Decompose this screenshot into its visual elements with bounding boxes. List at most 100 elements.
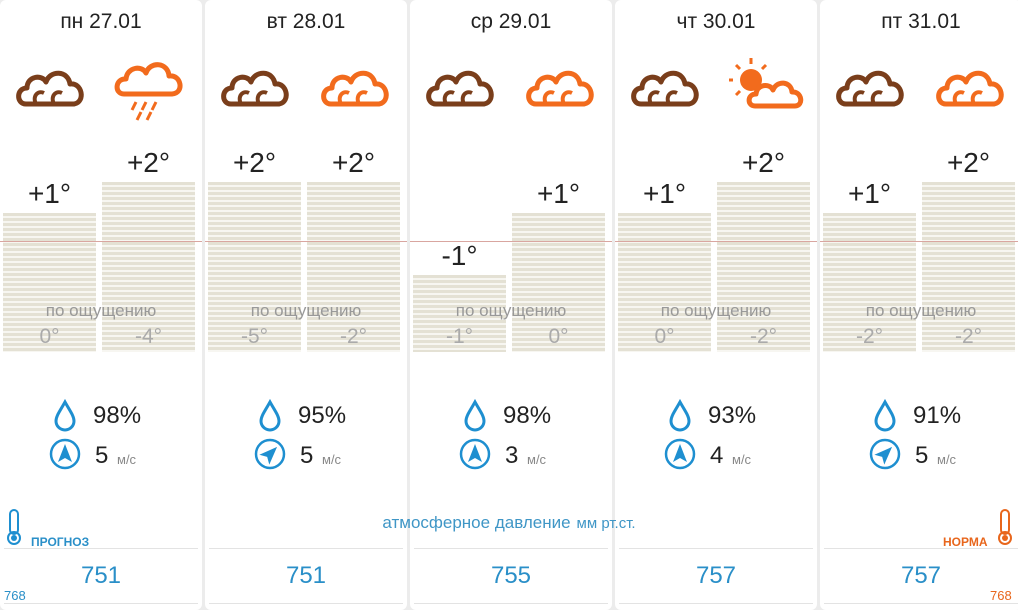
- humidity-value: 95%: [298, 402, 347, 429]
- separator: [209, 603, 403, 604]
- temperature-value: +1°: [536, 178, 581, 209]
- wind-direction-icon: [868, 437, 902, 471]
- thermometer-norm-icon: [994, 508, 1016, 546]
- feels-like-caption: по ощущению: [660, 301, 772, 320]
- norm-line: [205, 241, 407, 242]
- wind-speed-value: 5: [95, 442, 109, 469]
- day-label: вт 28.01: [266, 10, 346, 33]
- feels-like-value: -2°: [855, 325, 884, 348]
- temperature-value: +2°: [741, 147, 786, 178]
- separator: [619, 603, 813, 604]
- temperature-value: +1°: [27, 178, 72, 209]
- temp-bar: [3, 213, 96, 352]
- pressure-caption: атмосферное давление мм рт.ст.: [382, 513, 636, 532]
- humidity-drop-icon: [253, 398, 287, 432]
- day-card[interactable]: ср 29.01 -1° +1° по ощущению -1° 0° 98% 3 м/с 755: [410, 0, 612, 610]
- feels-like-caption: по ощущению: [865, 301, 977, 320]
- temp-bar: [823, 213, 916, 352]
- feels-like-value: -2°: [749, 325, 778, 348]
- wind-direction-icon: [458, 437, 492, 471]
- separator: [619, 548, 813, 549]
- temperature-value: +2°: [331, 147, 376, 178]
- wind-speed-value: 5: [300, 442, 314, 469]
- temp-bar: [307, 182, 400, 352]
- temp-bar: [922, 182, 1015, 352]
- temp-bar: [618, 213, 711, 352]
- feels-like-value: 0°: [654, 325, 675, 348]
- wind-unit: м/с: [527, 452, 547, 467]
- pressure-value: 757: [900, 562, 942, 589]
- day-label: ср 29.01: [470, 10, 552, 33]
- feels-like-caption: по ощущению: [455, 301, 567, 320]
- wind-speed-value: 4: [710, 442, 724, 469]
- feels-like-value: 0°: [548, 325, 569, 348]
- norm-pressure: 768: [990, 588, 1012, 603]
- separator: [824, 603, 1018, 604]
- wind-unit: м/с: [937, 452, 957, 467]
- norm-line: [820, 241, 1018, 242]
- day-label: пн 27.01: [60, 10, 142, 33]
- pressure-value: 751: [285, 562, 327, 589]
- day-card[interactable]: чт 30.01 +1° +2° по ощущению 0° -2° 93% 4 м/с 757: [615, 0, 817, 610]
- separator: [824, 548, 1018, 549]
- cloudy-icon: [215, 50, 295, 130]
- thermometer-forecast-icon: [3, 508, 25, 546]
- day-label: чт 30.01: [676, 10, 756, 33]
- day-card[interactable]: пн 27.01 +1° +2° по ощущению 0° -4° 98% 5 м/с 751: [0, 0, 202, 610]
- cloudy-icon: [420, 50, 500, 130]
- humidity-drop-icon: [48, 398, 82, 432]
- norm-line: [615, 241, 817, 242]
- norm-badge: НОРМА: [943, 535, 988, 549]
- cloudy-icon: [830, 50, 910, 130]
- separator: [414, 603, 608, 604]
- pressure-value: 757: [695, 562, 737, 589]
- temp-bar: [102, 182, 195, 352]
- wind-unit: м/с: [732, 452, 752, 467]
- rain-cloud-icon: [110, 50, 190, 130]
- day-card[interactable]: вт 28.01 +2° +2° по ощущению -5° -2° 95% 5 м/с 75…: [205, 0, 407, 610]
- separator: [209, 548, 403, 549]
- cloudy-icon: [10, 50, 90, 130]
- day-card[interactable]: пт 31.01 +1° +2° по ощущению -2° -2° 91% 5 м/с 75…: [820, 0, 1018, 610]
- temperature-value: +1°: [642, 178, 687, 209]
- temp-bar: [413, 275, 506, 352]
- feels-like-caption: по ощущению: [45, 301, 157, 320]
- humidity-drop-icon: [663, 398, 697, 432]
- separator: [4, 548, 198, 549]
- wind-speed-value: 3: [505, 442, 519, 469]
- temp-bar: [717, 182, 810, 352]
- temp-bar: [512, 213, 605, 352]
- feels-like-value: -2°: [339, 325, 368, 348]
- wind-direction-icon: [253, 437, 287, 471]
- day-label: пт 31.01: [881, 10, 961, 33]
- temperature-value: -1°: [441, 240, 478, 271]
- feels-like-value: -1°: [445, 325, 474, 348]
- humidity-value: 98%: [93, 402, 142, 429]
- sun-cloud-icon: [725, 50, 805, 130]
- norm-line: [0, 241, 202, 242]
- wind-unit: м/с: [117, 452, 137, 467]
- cloudy-icon: [625, 50, 705, 130]
- forecast-pressure: 768: [4, 588, 26, 603]
- feels-like-value: -5°: [240, 325, 269, 348]
- humidity-value: 93%: [708, 402, 757, 429]
- humidity-drop-icon: [868, 398, 902, 432]
- feels-like-value: 0°: [39, 325, 60, 348]
- forecast-badge: ПРОГНОЗ: [31, 535, 90, 549]
- humidity-value: 98%: [503, 402, 552, 429]
- wind-direction-icon: [663, 437, 697, 471]
- temperature-value: +2°: [126, 147, 171, 178]
- cloudy-icon: [930, 50, 1010, 130]
- norm-line: [410, 241, 612, 242]
- separator: [4, 603, 198, 604]
- temperature-value: +2°: [946, 147, 991, 178]
- feels-like-value: -2°: [954, 325, 983, 348]
- wind-direction-icon: [48, 437, 82, 471]
- wind-speed-value: 5: [915, 442, 929, 469]
- wind-unit: м/с: [322, 452, 342, 467]
- cloudy-icon: [520, 50, 600, 130]
- humidity-drop-icon: [458, 398, 492, 432]
- pressure-value: 751: [80, 562, 122, 589]
- feels-like-value: -4°: [134, 325, 163, 348]
- humidity-value: 91%: [913, 402, 962, 429]
